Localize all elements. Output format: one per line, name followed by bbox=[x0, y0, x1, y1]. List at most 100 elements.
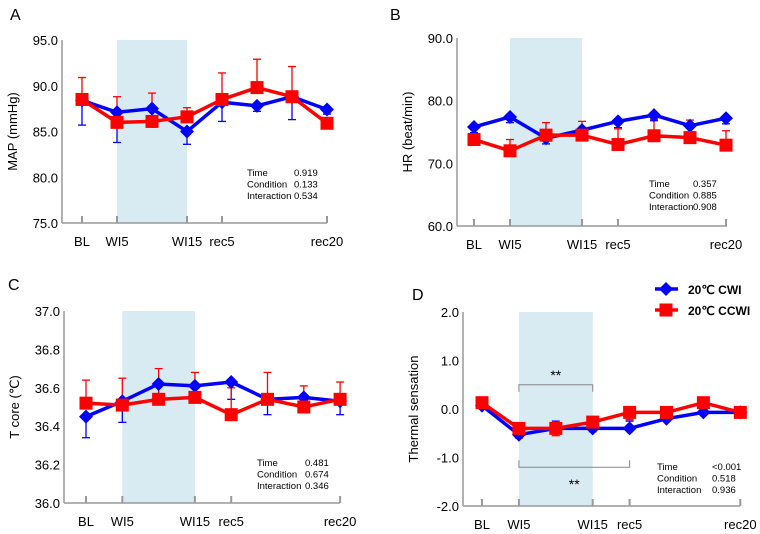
y-tick-label: 2.0 bbox=[441, 305, 459, 320]
immersion-shading bbox=[117, 40, 187, 223]
data-point-ccwi bbox=[696, 396, 710, 410]
stat-label: Time bbox=[649, 179, 670, 190]
data-point-cwi bbox=[187, 378, 202, 393]
legend-marker-cwi bbox=[659, 282, 673, 296]
x-tick-label: WI15 bbox=[567, 237, 597, 252]
stat-label: Interaction bbox=[649, 202, 693, 213]
y-axis-label: MAP (mmHg) bbox=[5, 92, 20, 170]
data-point-cwi bbox=[647, 108, 661, 123]
significance-marker: ** bbox=[550, 367, 561, 383]
data-point-cwi bbox=[622, 421, 637, 436]
panel-label: C bbox=[8, 277, 20, 294]
x-tick-label: WI5 bbox=[498, 237, 521, 252]
stat-value: 0.518 bbox=[712, 474, 736, 485]
immersion-shading bbox=[122, 311, 195, 503]
data-point-ccwi bbox=[611, 138, 625, 152]
x-tick-label: rec5 bbox=[219, 514, 244, 529]
data-point-cwi bbox=[683, 118, 697, 133]
stat-label: Time bbox=[247, 168, 268, 179]
x-tick-label: WI15 bbox=[578, 517, 608, 532]
significance-bracket bbox=[518, 460, 631, 468]
x-tick-label: WI15 bbox=[172, 234, 202, 249]
data-point-ccwi bbox=[250, 81, 264, 95]
stat-value: 0.481 bbox=[305, 458, 329, 469]
panel-D: D -2.0 -1.0 0.0 1.0 2.0 Thermal sensation BL WI5… bbox=[406, 287, 757, 532]
data-point-cwi bbox=[467, 119, 481, 134]
data-point-ccwi bbox=[683, 131, 697, 145]
significance-marker: ** bbox=[569, 476, 580, 492]
x-tick-label: rec20 bbox=[710, 237, 743, 252]
stat-label: Condition bbox=[247, 180, 287, 191]
x-tick-label: BL bbox=[74, 234, 90, 249]
stat-label: Condition bbox=[257, 470, 297, 481]
x-tick-label: WI5 bbox=[507, 517, 530, 532]
y-tick-label: 1.0 bbox=[441, 354, 459, 369]
data-point-ccwi bbox=[180, 110, 194, 124]
data-point-cwi bbox=[719, 111, 733, 126]
data-point-cwi bbox=[180, 124, 194, 139]
data-point-ccwi bbox=[261, 392, 274, 406]
x-tick-label: BL bbox=[78, 514, 94, 529]
data-point-ccwi bbox=[647, 129, 661, 143]
y-tick-label: 36.8 bbox=[35, 342, 60, 357]
data-point-ccwi bbox=[152, 392, 166, 406]
stat-value: 0.133 bbox=[294, 180, 318, 191]
x-tick-label: rec20 bbox=[724, 517, 757, 532]
panel-label: D bbox=[412, 287, 424, 304]
data-point-ccwi bbox=[586, 415, 600, 429]
y-axis-label: HR (beat/min) bbox=[400, 92, 415, 173]
stat-label: Time bbox=[657, 462, 678, 473]
x-tick-label: rec20 bbox=[324, 514, 357, 529]
data-point-ccwi bbox=[503, 144, 517, 158]
y-tick-label: -2.0 bbox=[437, 499, 459, 514]
panel-label: B bbox=[390, 7, 401, 24]
y-tick-label: 90.0 bbox=[428, 31, 453, 46]
y-tick-label: 85.0 bbox=[33, 125, 58, 140]
y-tick-label: 37.0 bbox=[35, 304, 60, 319]
data-point-ccwi bbox=[215, 92, 229, 106]
data-point-ccwi bbox=[110, 115, 124, 129]
data-point-ccwi bbox=[75, 92, 89, 106]
data-point-ccwi bbox=[297, 400, 311, 414]
data-point-cwi bbox=[224, 375, 239, 390]
stat-value: 0.674 bbox=[305, 470, 329, 481]
stat-value: <0.001 bbox=[712, 462, 741, 473]
legend-marker-ccwi bbox=[659, 303, 673, 317]
x-tick-label: rec5 bbox=[617, 517, 642, 532]
data-point-ccwi bbox=[333, 392, 347, 406]
data-point-cwi bbox=[503, 109, 517, 124]
legend-label-ccwi: 20℃ CCWI bbox=[688, 304, 750, 318]
stat-value: 0.908 bbox=[693, 202, 717, 213]
data-point-ccwi bbox=[475, 396, 489, 410]
y-tick-label: -1.0 bbox=[437, 451, 459, 466]
stat-value: 0.357 bbox=[693, 179, 717, 190]
data-point-ccwi bbox=[320, 116, 334, 130]
data-point-cwi bbox=[320, 102, 334, 117]
x-tick-label: BL bbox=[474, 517, 490, 532]
panel-A: A 75.0 80.0 85.0 90.0 95.0 MAP (mmHg) BL WI5 WI15… bbox=[5, 7, 343, 249]
data-point-ccwi bbox=[539, 128, 553, 142]
legend-label-cwi: 20℃ CWI bbox=[688, 283, 741, 297]
y-tick-label: 90.0 bbox=[33, 79, 58, 94]
stat-value: 0.936 bbox=[712, 485, 736, 496]
panel-C: C 36.0 36.2 36.4 36.6 36.8 37.0 T core (℃) BL WI5… bbox=[7, 277, 356, 529]
x-tick-label: rec5 bbox=[209, 234, 234, 249]
panel-label: A bbox=[10, 7, 21, 24]
data-point-cwi bbox=[151, 376, 166, 391]
stat-value: 0.885 bbox=[693, 191, 717, 202]
x-tick-label: rec20 bbox=[311, 234, 344, 249]
data-point-ccwi bbox=[549, 421, 563, 435]
x-tick-label: rec5 bbox=[605, 237, 630, 252]
stat-label: Interaction bbox=[247, 191, 291, 202]
legend: 20℃ CWI 20℃ CCWI bbox=[655, 282, 750, 318]
data-point-cwi bbox=[110, 105, 124, 120]
stat-value: 0.919 bbox=[294, 168, 318, 179]
data-point-cwi bbox=[79, 409, 93, 424]
data-point-ccwi bbox=[733, 405, 747, 419]
data-point-ccwi bbox=[285, 90, 299, 104]
data-point-ccwi bbox=[467, 133, 481, 147]
stat-value: 0.346 bbox=[305, 481, 329, 492]
stat-value: 0.534 bbox=[294, 191, 318, 202]
